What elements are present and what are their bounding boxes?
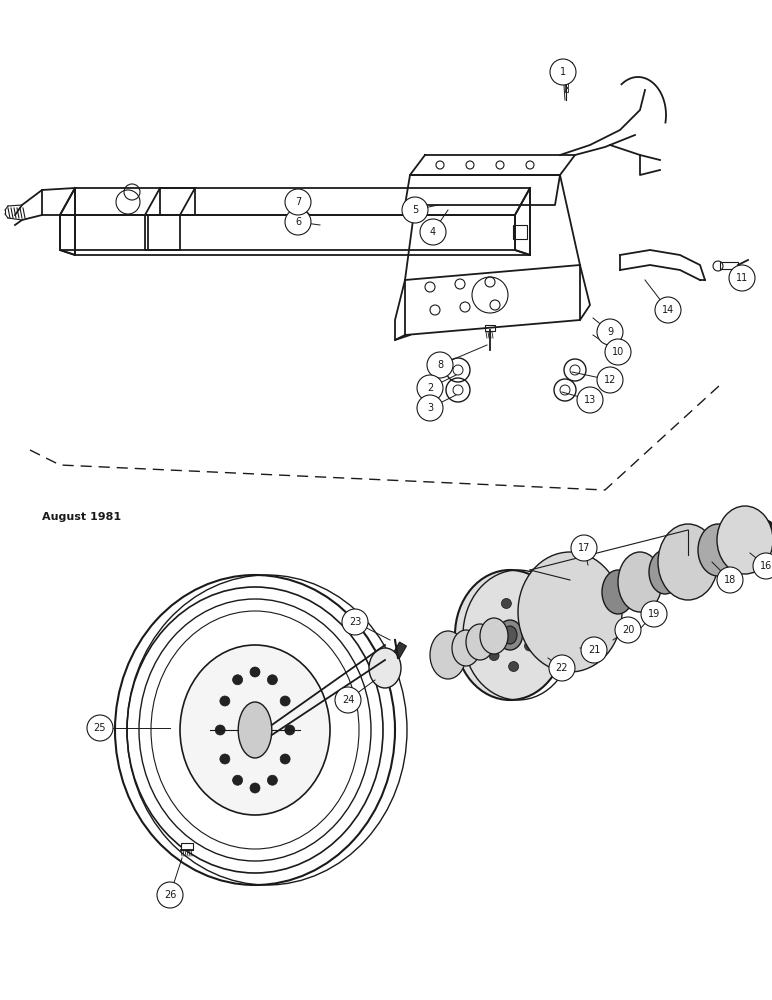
Bar: [565, 83, 568, 87]
Circle shape: [486, 619, 496, 629]
Circle shape: [417, 375, 443, 401]
Text: 21: 21: [587, 645, 600, 655]
Circle shape: [655, 297, 681, 323]
Circle shape: [597, 367, 623, 393]
Circle shape: [753, 553, 772, 579]
Ellipse shape: [369, 648, 401, 688]
Circle shape: [550, 59, 576, 85]
Ellipse shape: [698, 524, 738, 576]
Circle shape: [501, 598, 511, 608]
Circle shape: [549, 655, 575, 681]
Ellipse shape: [455, 570, 565, 700]
Circle shape: [250, 783, 260, 793]
Circle shape: [597, 319, 623, 345]
Ellipse shape: [180, 645, 330, 815]
Circle shape: [285, 189, 311, 215]
Circle shape: [729, 265, 755, 291]
Bar: [513, 225, 527, 239]
Text: 1: 1: [560, 67, 566, 77]
Text: 14: 14: [662, 305, 674, 315]
Circle shape: [402, 197, 428, 223]
Circle shape: [220, 754, 230, 764]
Bar: [565, 88, 568, 92]
Circle shape: [489, 651, 499, 661]
Text: August 1981: August 1981: [42, 512, 121, 522]
Circle shape: [232, 775, 242, 785]
Bar: [485, 325, 495, 331]
Circle shape: [220, 696, 230, 706]
Ellipse shape: [602, 570, 634, 614]
Circle shape: [571, 535, 597, 561]
Ellipse shape: [466, 624, 494, 660]
Text: 4: 4: [430, 227, 436, 237]
Text: 2: 2: [427, 383, 433, 393]
Ellipse shape: [649, 550, 681, 594]
Circle shape: [285, 725, 295, 735]
Circle shape: [280, 696, 290, 706]
Text: 12: 12: [604, 375, 616, 385]
Text: 5: 5: [412, 205, 418, 215]
Circle shape: [285, 209, 311, 235]
Ellipse shape: [717, 506, 772, 574]
Circle shape: [420, 219, 446, 245]
Circle shape: [417, 395, 443, 421]
Bar: [720, 262, 738, 269]
Ellipse shape: [754, 520, 772, 548]
Ellipse shape: [503, 626, 517, 644]
Circle shape: [250, 667, 260, 677]
Ellipse shape: [430, 631, 466, 679]
Text: 18: 18: [724, 575, 736, 585]
Circle shape: [509, 662, 519, 672]
Text: 24: 24: [342, 695, 354, 705]
Circle shape: [342, 609, 368, 635]
Ellipse shape: [239, 702, 272, 758]
Circle shape: [232, 675, 242, 685]
Ellipse shape: [658, 524, 718, 600]
Bar: [565, 78, 568, 82]
Circle shape: [605, 339, 631, 365]
Ellipse shape: [480, 618, 508, 654]
Text: 7: 7: [295, 197, 301, 207]
Circle shape: [577, 387, 603, 413]
Text: 25: 25: [93, 723, 107, 733]
Text: 10: 10: [612, 347, 624, 357]
Text: 3: 3: [427, 403, 433, 413]
Text: 13: 13: [584, 395, 596, 405]
Ellipse shape: [452, 630, 480, 666]
Circle shape: [267, 775, 277, 785]
Ellipse shape: [518, 552, 622, 672]
Text: 9: 9: [607, 327, 613, 337]
Bar: [565, 68, 568, 72]
Circle shape: [335, 687, 361, 713]
Circle shape: [280, 754, 290, 764]
Circle shape: [157, 882, 183, 908]
Circle shape: [524, 641, 534, 651]
Circle shape: [427, 352, 453, 378]
Circle shape: [215, 725, 225, 735]
Text: 6: 6: [295, 217, 301, 227]
Text: 19: 19: [648, 609, 660, 619]
Text: 23: 23: [349, 617, 361, 627]
Circle shape: [521, 609, 531, 619]
Circle shape: [717, 567, 743, 593]
Circle shape: [581, 637, 607, 663]
Circle shape: [641, 601, 667, 627]
Text: 11: 11: [736, 273, 748, 283]
Bar: [391, 642, 407, 660]
Text: 20: 20: [621, 625, 634, 635]
Text: 17: 17: [577, 543, 590, 553]
Circle shape: [87, 715, 113, 741]
Ellipse shape: [618, 552, 662, 612]
Text: 16: 16: [760, 561, 772, 571]
Bar: [562, 62, 572, 68]
Circle shape: [615, 617, 641, 643]
Circle shape: [267, 675, 277, 685]
Text: 8: 8: [437, 360, 443, 370]
Bar: [565, 73, 568, 77]
Ellipse shape: [497, 620, 523, 650]
Bar: [181, 843, 193, 850]
Text: 26: 26: [164, 890, 176, 900]
Text: 22: 22: [556, 663, 568, 673]
